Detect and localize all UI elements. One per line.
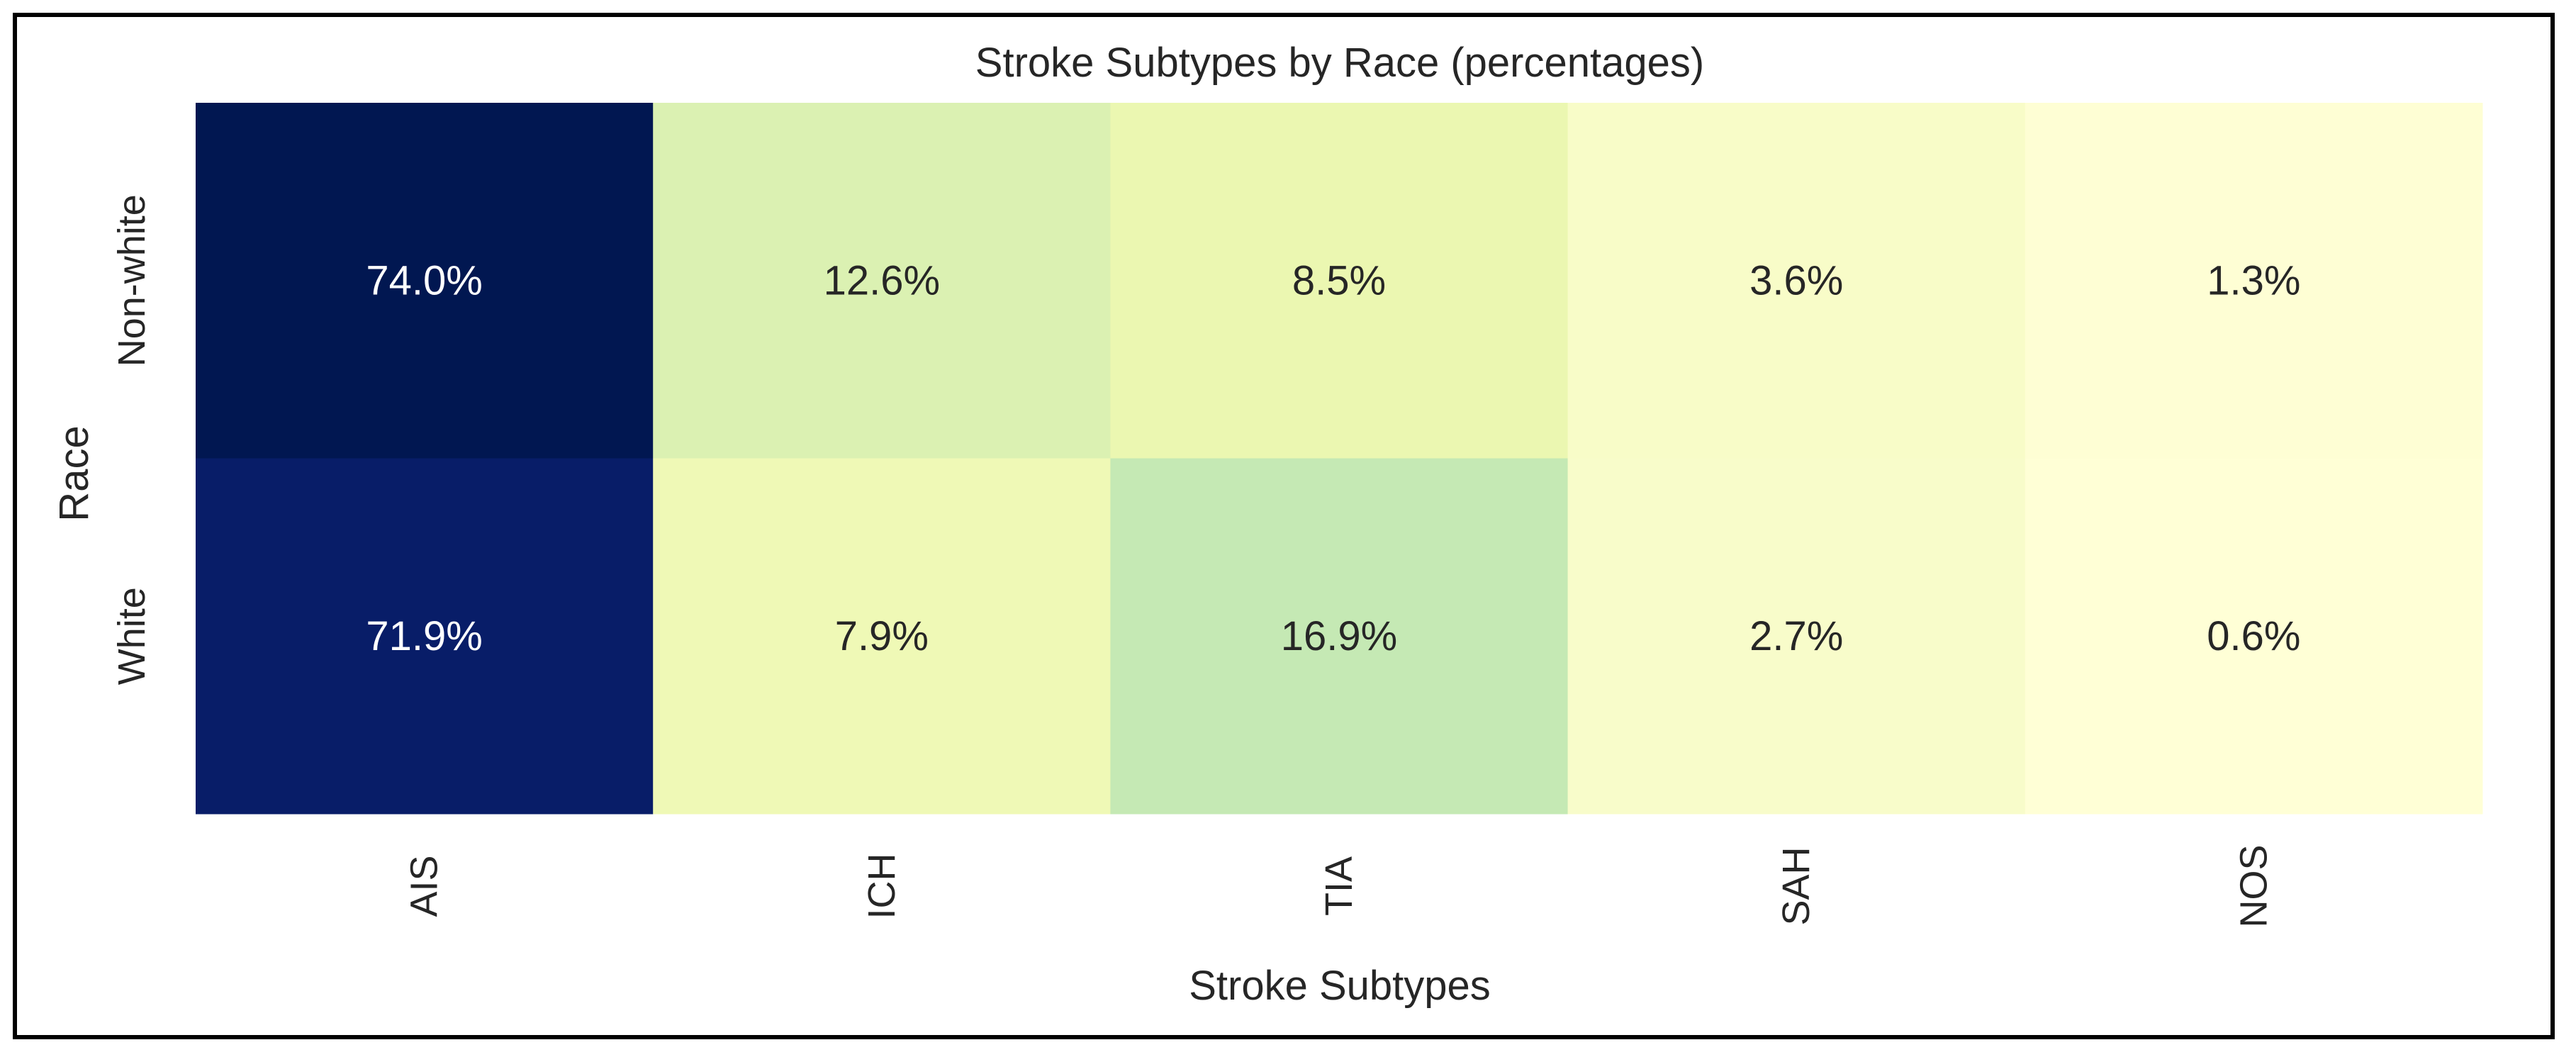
y-tick-labels: Non-white White <box>111 194 153 685</box>
x-tick-label: SAH <box>1775 846 1818 925</box>
heatmap-cell-white-nos <box>2025 458 2483 815</box>
cell-value-label: 16.9% <box>1281 613 1397 659</box>
cell-value-label: 74.0% <box>366 257 482 303</box>
heatmap-cell-labels: 74.0% 12.6% 8.5% 3.6% 1.3% 71.9% 7.9% 16.9% 2.7%… <box>366 257 2300 659</box>
heatmap-cell-white-sah <box>1567 458 2026 815</box>
heatmap-cell-white-ich <box>653 458 1111 815</box>
heatmap-cell-white-ais <box>196 458 654 815</box>
x-tick-label: NOS <box>2232 844 2275 927</box>
x-tick-label: TIA <box>1318 856 1360 916</box>
y-axis-title: Race <box>51 425 97 521</box>
cell-value-label: 3.6% <box>1749 257 1843 303</box>
heatmap-cell-non-white-ich <box>653 103 1111 459</box>
x-tick-label: AIS <box>403 855 446 917</box>
y-tick-label: White <box>111 587 153 685</box>
x-tick-labels: AIS ICH TIA SAH NOS <box>403 844 2275 927</box>
cell-value-label: 12.6% <box>824 257 940 303</box>
heatmap-cell-non-white-sah <box>1567 103 2026 459</box>
heatmap-cell-non-white-ais <box>196 103 654 459</box>
heatmap-cell-white-tia <box>1110 458 1569 815</box>
cell-value-label: 7.9% <box>835 613 929 659</box>
heatmap-cells <box>196 103 2483 815</box>
cell-value-label: 0.6% <box>2207 613 2300 659</box>
cell-value-label: 71.9% <box>366 613 482 659</box>
cell-value-label: 2.7% <box>1749 613 1843 659</box>
x-tick-label: ICH <box>861 854 903 919</box>
cell-value-label: 8.5% <box>1292 257 1386 303</box>
y-tick-label: Non-white <box>111 194 153 367</box>
chart-title: Stroke Subtypes by Race (percentages) <box>975 40 1704 86</box>
heatmap-cell-non-white-tia <box>1110 103 1569 459</box>
cell-value-label: 1.3% <box>2207 257 2300 303</box>
heatmap-cell-non-white-nos <box>2025 103 2483 459</box>
x-axis-title: Stroke Subtypes <box>1189 963 1491 1009</box>
